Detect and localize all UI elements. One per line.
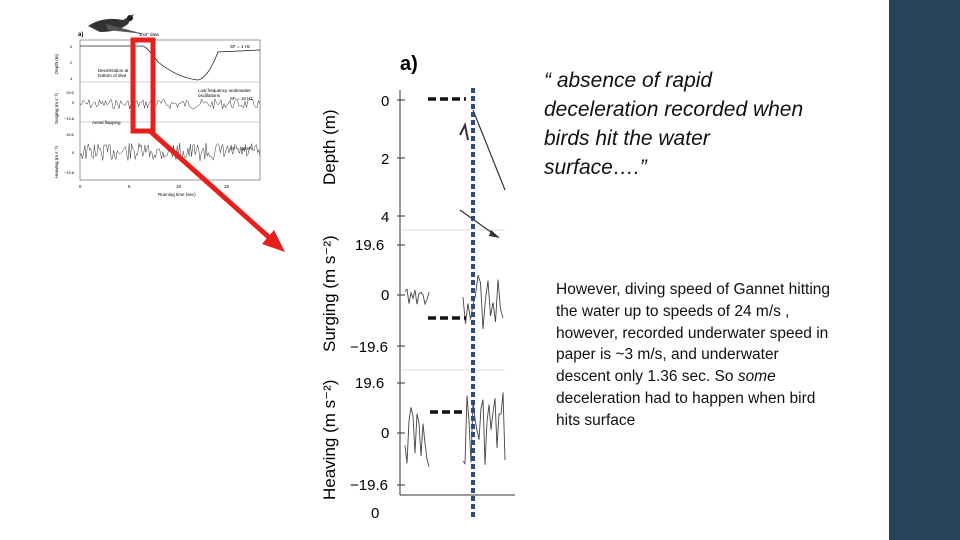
small-accel-tick: 19.6 xyxy=(66,90,75,95)
zoom-ylabel-heaving: Heaving (m s⁻²) xyxy=(320,380,339,500)
zoom-panel-label: a) xyxy=(400,53,418,75)
small-depth-tick: 0 xyxy=(70,44,73,49)
arrow-head-icon xyxy=(262,230,285,252)
small-ylabel-heaving: Heaving (m s⁻²) xyxy=(54,146,59,178)
small-rate-depth: SF = 1 Hz xyxy=(230,44,251,49)
small-ann-flapping: Aerial flapping xyxy=(92,120,121,125)
small-depth-tick: 2 xyxy=(70,60,73,65)
small-panel-label: a) xyxy=(78,32,83,38)
small-rate-heaving: SF = 16 Hz xyxy=(230,146,253,151)
quote-text: “ absence of rapid deceleration recorded… xyxy=(544,69,804,179)
small-ann-decel: Deceleration at bottom of dive xyxy=(98,68,129,78)
sidebar-band xyxy=(889,0,960,540)
small-rate-surging: SF = 16 Hz xyxy=(230,96,253,101)
small-figure: a) "Exit" data SF = 1 Hz SF = 16 Hz SF =… xyxy=(54,14,261,197)
small-x-tick: 10 xyxy=(176,184,182,189)
small-xlabel: Running time (sec) xyxy=(158,192,196,197)
zoom-figure: a) Depth (m) Surging (m s⁻²) Heaving (m … xyxy=(320,53,515,522)
zoom-ylabel-depth: Depth (m) xyxy=(320,109,339,185)
small-x-tick: 0 xyxy=(79,184,82,189)
zoom-surging-tick: −19.6 xyxy=(350,339,388,356)
small-accel-tick: −19.6 xyxy=(64,170,75,175)
small-ann-lowfreq: Low frequency underwater oscillations xyxy=(198,88,252,98)
small-depth-tick: 4 xyxy=(70,76,73,81)
zoom-heaving-tick: 0 xyxy=(381,425,389,442)
small-accel-tick: 19.6 xyxy=(66,132,75,137)
zoom-x-tick: 0 xyxy=(371,505,379,522)
small-top-note: "Exit" data xyxy=(138,32,159,37)
small-accel-tick: 0 xyxy=(72,100,75,105)
zoom-ylabel-surging: Surging (m s⁻²) xyxy=(320,235,339,352)
zoom-heaving-tick: −19.6 xyxy=(350,477,388,494)
small-accel-tick: −19.6 xyxy=(64,116,75,121)
small-ylabel-surging: Surging (m s⁻²) xyxy=(54,93,59,124)
gannet-icon xyxy=(88,14,144,34)
zoom-depth-tick: 2 xyxy=(381,151,389,168)
zoom-heaving-tick: 19.6 xyxy=(355,375,384,392)
small-accel-tick: 0 xyxy=(72,150,75,155)
zoom-surging-tick: 19.6 xyxy=(355,237,384,254)
zoom-depth-tick: 4 xyxy=(381,209,389,226)
body-text: However, diving speed of Gannet hitting … xyxy=(556,281,831,429)
zoom-depth-tick: 0 xyxy=(381,93,389,110)
small-x-tick: 5 xyxy=(128,184,131,189)
small-ylabel-depth: Depth (m) xyxy=(54,53,59,74)
small-x-tick: 15 xyxy=(224,184,230,189)
zoom-surging-tick: 0 xyxy=(381,287,389,304)
